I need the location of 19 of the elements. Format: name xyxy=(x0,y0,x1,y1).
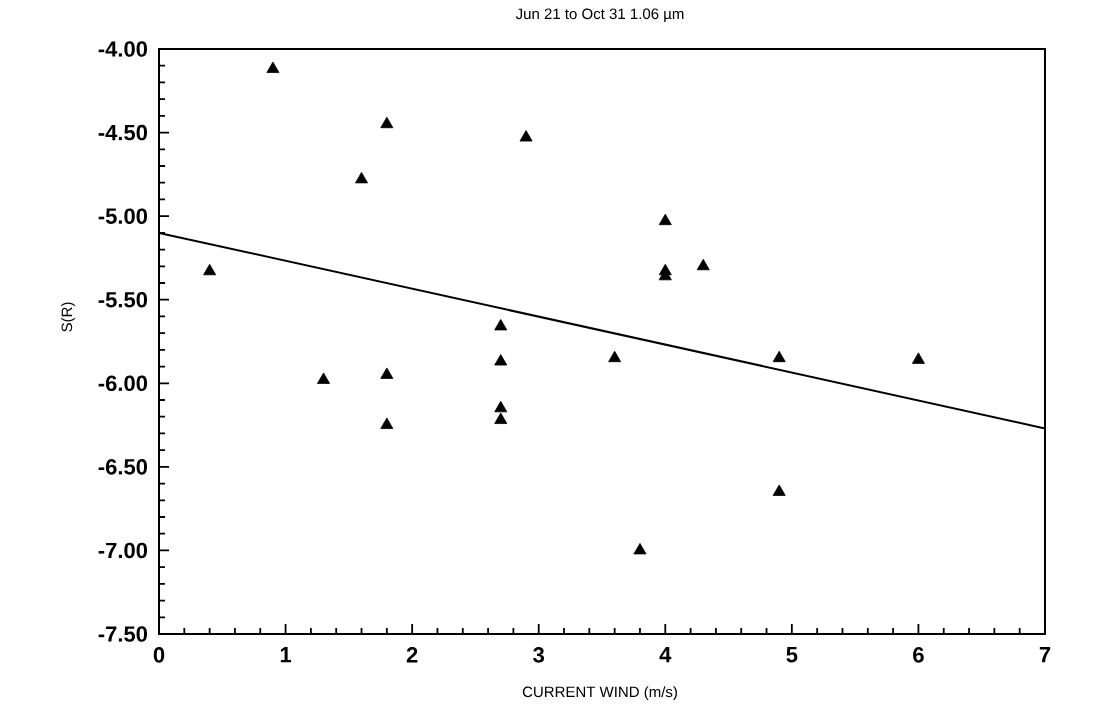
y-tick-label: -4.00 xyxy=(98,41,148,57)
y-tick-label: -7.00 xyxy=(98,542,148,559)
y-tick-label: -6.00 xyxy=(98,375,148,392)
y-tick-label: -4.50 xyxy=(98,124,148,141)
x-tick-label: 6 xyxy=(913,647,924,663)
x-tick-label: 7 xyxy=(1039,647,1051,663)
y-tick-label: -6.50 xyxy=(98,459,148,475)
y-tick-label: -5.50 xyxy=(98,291,148,308)
x-tick-label: 5 xyxy=(786,647,798,663)
x-tick-label: 0 xyxy=(153,647,165,663)
chart-title: Jun 21 to Oct 31 1.06 µm xyxy=(515,8,684,23)
y-tick-label: -5.00 xyxy=(98,208,148,224)
y-tick-label: -7.50 xyxy=(98,626,148,642)
x-axis-title: CURRENT WIND (m/s) xyxy=(522,686,677,701)
x-tick-label: 2 xyxy=(406,647,418,663)
x-tick-label: 3 xyxy=(533,647,545,663)
x-tick-label: 4 xyxy=(659,647,672,663)
x-tick-label: 1 xyxy=(280,647,292,663)
y-axis-title: S(R) xyxy=(61,302,76,332)
